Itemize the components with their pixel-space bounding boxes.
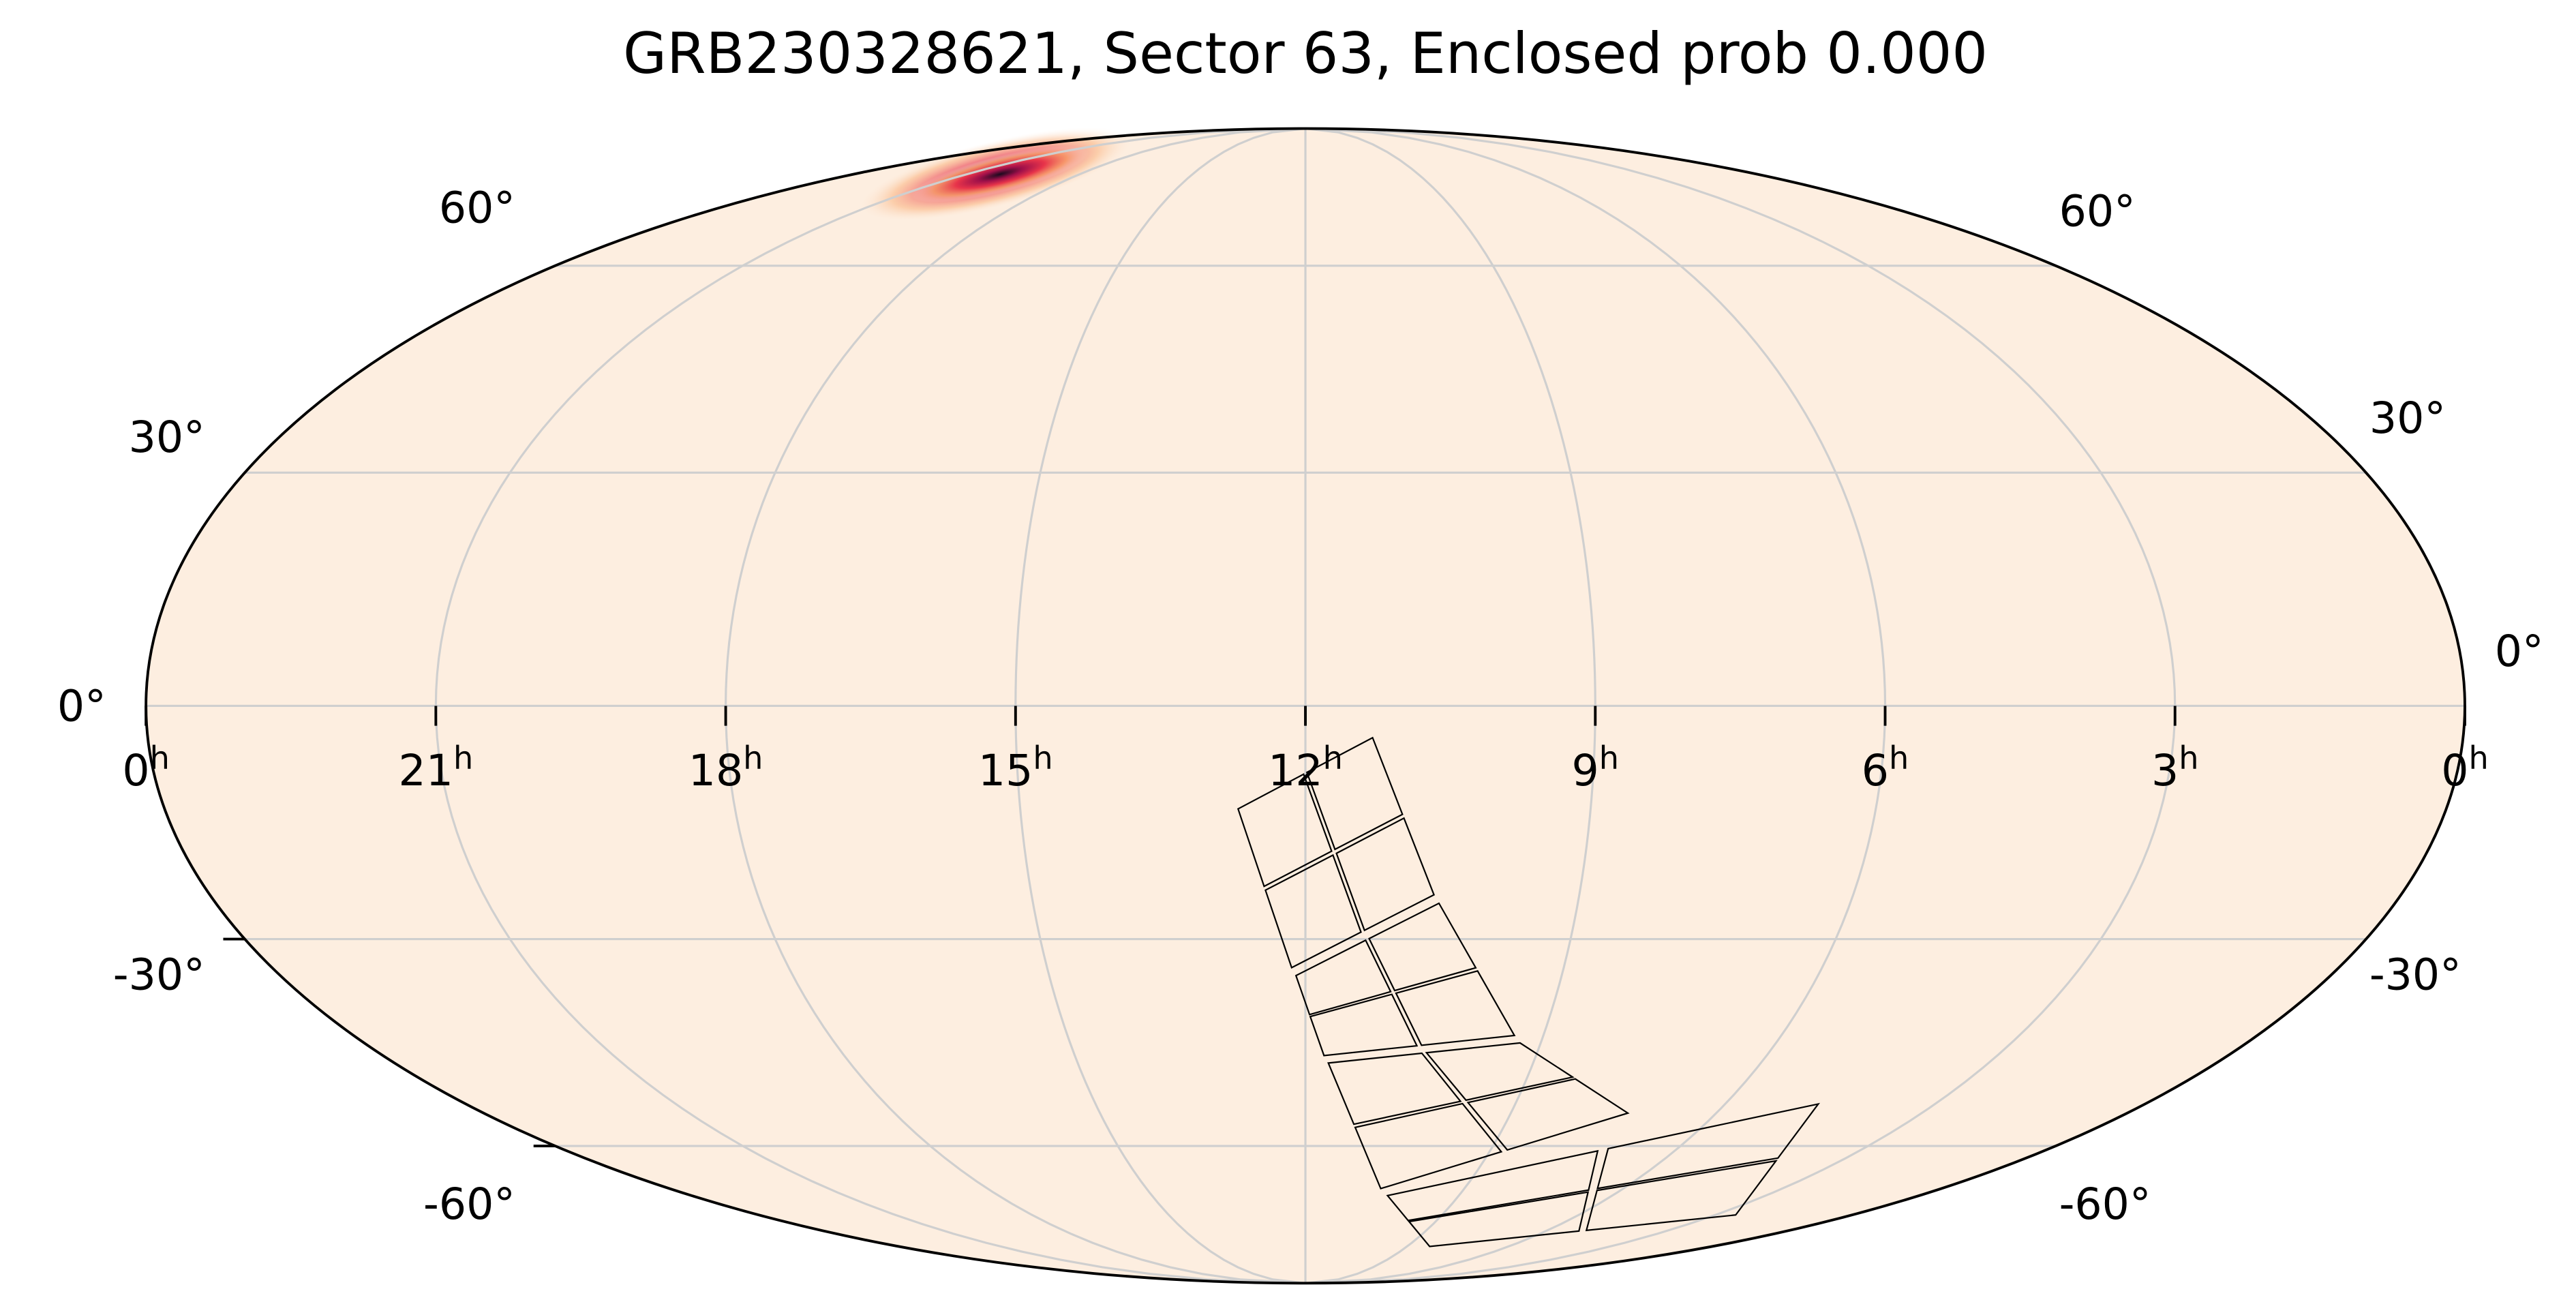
x-tick-label: 3h	[2151, 740, 2199, 796]
y-tick-label: -30°	[113, 950, 205, 1000]
x-tick-unit: h	[1599, 740, 1619, 776]
y-tick-label: 30°	[2369, 393, 2446, 443]
y-tick-label: 60°	[2059, 185, 2136, 236]
ccd-footprint	[1264, 853, 1362, 969]
y-tick-label: -30°	[2369, 950, 2461, 1000]
probability-region	[911, 146, 1089, 203]
y-tick-label: 0°	[57, 680, 106, 731]
ccd-footprint	[1596, 1102, 1821, 1190]
ccd-footprint	[1354, 1102, 1503, 1190]
ccd-footprint	[1386, 1149, 1599, 1222]
ccd-footprint	[1309, 993, 1419, 1057]
y-tick-label: -60°	[2059, 1179, 2151, 1229]
ccd-footprint	[1585, 1160, 1778, 1232]
x-tick-unit: h	[1889, 740, 1909, 776]
x-tick-value: 12	[1268, 745, 1322, 796]
x-tick-value: 3	[2151, 745, 2179, 796]
x-tick-value: 0	[2441, 745, 2468, 796]
y-tick-label: -60°	[423, 1179, 515, 1229]
x-tick-value: 0	[122, 745, 149, 796]
x-tick-unit: h	[1033, 740, 1052, 776]
x-tick-value: 6	[1862, 745, 1889, 796]
x-tick-label: 9h	[1572, 740, 1620, 796]
y-tick-label: 0°	[2495, 626, 2544, 676]
x-tick-label: 0h	[2441, 740, 2489, 796]
ccd-footprint	[1368, 902, 1477, 992]
x-tick-unit: h	[1323, 740, 1343, 776]
chart-title: GRB230328621, Sector 63, Enclosed prob 0…	[623, 20, 1988, 87]
ccd-footprint	[1335, 817, 1436, 932]
x-tick-value: 9	[1572, 745, 1599, 796]
x-tick-label: 21h	[398, 740, 473, 796]
x-tick-label: 6h	[1862, 740, 1909, 796]
plot-area	[145, 127, 2466, 1285]
ccd-footprint	[1327, 1052, 1462, 1125]
x-tick-label: 18h	[688, 740, 763, 796]
x-tick-unit: h	[2468, 740, 2488, 776]
ccd-footprint	[1425, 1042, 1575, 1102]
y-tick-label: 30°	[129, 412, 205, 462]
x-tick-value: 21	[398, 745, 453, 796]
x-tick-label: 12h	[1268, 740, 1343, 796]
x-tick-label: 0h	[122, 740, 170, 796]
ccd-footprint	[1305, 736, 1404, 851]
x-tick-unit: h	[150, 740, 170, 776]
ccd-footprint	[1408, 1191, 1590, 1248]
ccd-footprint	[1294, 939, 1392, 1016]
ccd-footprint	[1395, 970, 1516, 1046]
x-tick-value: 15	[978, 745, 1033, 796]
ccd-footprint	[1466, 1078, 1630, 1151]
ccd-footprint	[1237, 773, 1333, 888]
x-tick-label: 15h	[978, 740, 1053, 796]
x-tick-unit: h	[743, 740, 763, 776]
x-tick-unit: h	[2179, 740, 2198, 776]
y-tick-label: 60°	[439, 183, 515, 233]
x-tick-value: 18	[688, 745, 743, 796]
x-tick-unit: h	[453, 740, 473, 776]
